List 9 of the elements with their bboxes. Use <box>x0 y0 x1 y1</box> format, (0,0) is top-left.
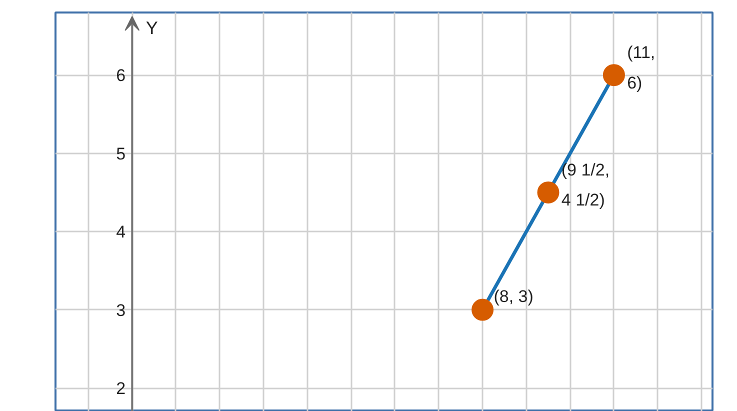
data-label: (11, 6) <box>627 42 656 92</box>
y-tick-label: 5 <box>116 144 126 164</box>
y-axis-title: Y <box>146 18 158 38</box>
y-tick-label: 4 <box>116 222 126 242</box>
y-tick-label: 6 <box>116 66 126 86</box>
data-label: (8, 3) <box>494 286 534 306</box>
y-tick-label: 3 <box>116 300 126 320</box>
data-label: (9 1/2, 4 1/2) <box>561 160 610 210</box>
y-tick-label: 2 <box>116 379 126 398</box>
